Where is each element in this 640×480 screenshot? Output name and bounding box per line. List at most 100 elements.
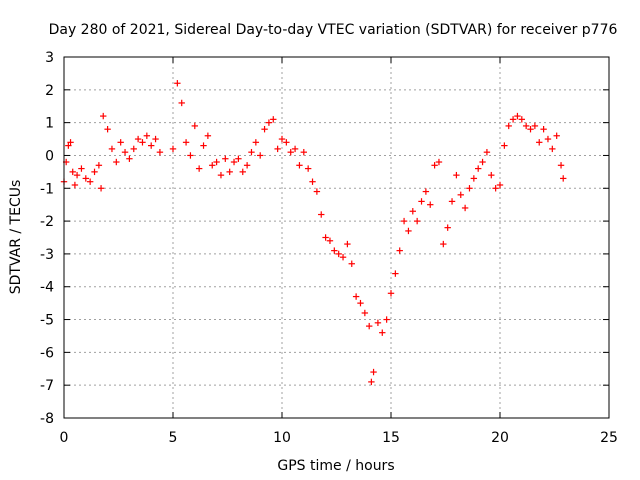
data-point — [553, 132, 560, 139]
data-point — [78, 165, 85, 172]
x-tick-label: 0 — [60, 430, 69, 446]
data-point — [126, 155, 133, 162]
data-point — [549, 145, 556, 153]
y-tick-label: -2 — [40, 214, 54, 230]
data-point — [405, 227, 412, 235]
data-point — [357, 299, 364, 307]
x-tick-label: 10 — [273, 430, 291, 446]
axis-ticks: 0 5 10 15 20 25 -8 -7 -6 -5 -4 -3 -2 -1 0 1 2 3 — [40, 50, 618, 446]
data-point — [270, 116, 277, 123]
data-point — [392, 270, 399, 277]
data-point — [344, 240, 351, 248]
x-tick-label: 5 — [169, 430, 178, 446]
data-point — [283, 139, 290, 146]
data-point — [492, 185, 499, 192]
data-point — [560, 175, 567, 182]
data-point — [209, 162, 216, 169]
data-point — [130, 145, 137, 153]
data-point — [427, 201, 434, 208]
data-point — [409, 208, 416, 215]
x-axis-title: GPS time / hours — [277, 458, 394, 474]
data-point — [431, 162, 438, 169]
data-point — [514, 112, 521, 120]
data-point — [326, 237, 334, 244]
data-point — [461, 204, 469, 212]
data-point — [91, 168, 98, 176]
data-point — [483, 148, 491, 156]
data-point — [322, 234, 329, 241]
data-point — [304, 165, 312, 172]
data-point — [117, 139, 124, 146]
data-point — [97, 185, 105, 192]
data-point — [291, 145, 299, 153]
data-point — [257, 152, 264, 159]
data-point — [113, 158, 120, 166]
y-tick-label: -7 — [40, 378, 54, 394]
data-point — [143, 132, 151, 139]
y-tick-label: -1 — [40, 181, 54, 197]
grid-layer — [64, 57, 609, 418]
data-point — [540, 126, 547, 133]
data-point — [239, 168, 246, 176]
data-points — [60, 80, 567, 386]
data-point — [121, 148, 129, 156]
data-point — [200, 142, 207, 149]
data-point — [496, 181, 504, 189]
data-point — [182, 139, 190, 146]
plot-frame — [63, 56, 610, 419]
data-point — [413, 217, 421, 225]
data-point — [278, 135, 286, 143]
data-point — [453, 171, 460, 179]
data-point — [505, 122, 512, 130]
data-point — [522, 122, 530, 130]
data-point — [71, 181, 79, 189]
chart-title: Day 280 of 2021, Sidereal Day-to-day VTE… — [49, 22, 618, 38]
data-point — [527, 126, 534, 133]
y-tick-label: -5 — [40, 313, 54, 329]
data-point — [156, 148, 164, 156]
data-point — [252, 139, 260, 146]
y-tick-label: 0 — [45, 148, 54, 164]
data-point — [509, 116, 517, 123]
data-point — [213, 158, 220, 166]
data-point — [374, 319, 382, 327]
data-point — [287, 148, 294, 156]
data-point — [400, 217, 408, 225]
data-point — [191, 122, 198, 130]
data-point — [222, 155, 229, 162]
data-point — [235, 155, 242, 162]
data-point — [331, 247, 338, 254]
data-point — [518, 116, 525, 123]
data-point — [134, 135, 142, 143]
data-point — [422, 188, 430, 195]
data-point — [370, 368, 377, 376]
data-point — [457, 191, 464, 199]
data-point — [488, 171, 495, 179]
data-point — [187, 152, 194, 159]
data-point — [531, 122, 539, 130]
data-point — [383, 316, 390, 323]
data-point — [69, 168, 76, 176]
data-point — [348, 260, 355, 267]
data-point — [448, 198, 456, 205]
y-tick-label: 3 — [45, 50, 54, 66]
y-tick-label: 2 — [45, 83, 54, 99]
data-point — [387, 290, 395, 297]
x-tick-label: 15 — [382, 430, 400, 446]
data-point — [86, 178, 94, 185]
y-tick-label: -6 — [40, 345, 54, 361]
data-point — [174, 80, 181, 87]
data-point — [169, 145, 177, 153]
data-point — [501, 142, 508, 149]
data-point — [65, 142, 72, 149]
data-point — [475, 165, 482, 172]
data-point — [274, 145, 281, 153]
data-point — [230, 158, 238, 166]
x-tick-label: 25 — [600, 430, 618, 446]
data-point — [418, 198, 425, 205]
data-point — [368, 378, 375, 386]
y-tick-label: -8 — [40, 411, 54, 427]
data-point — [261, 126, 268, 133]
data-point — [557, 162, 565, 169]
